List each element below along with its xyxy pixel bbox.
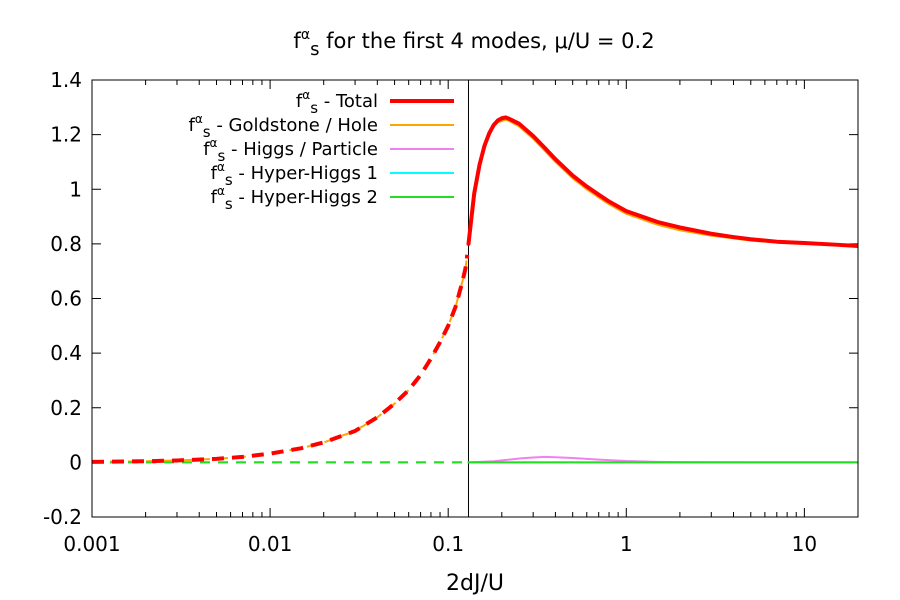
series-total-dashed (92, 254, 470, 464)
series-goldstone-hole-solid (467, 118, 858, 248)
y-tick-label: 0.6 (50, 287, 82, 311)
series-total-solid (466, 115, 858, 249)
y-tick-label: 0.2 (50, 396, 82, 420)
legend-label-hyper-higgs-1: fαs - Hyper-Higgs 1 (211, 160, 378, 189)
series-goldstone-hole-dashed (92, 254, 469, 463)
legend-label-hyper-higgs-2: fαs - Hyper-Higgs 2 (211, 184, 378, 213)
legend-label-total: fαs - Total (296, 88, 378, 117)
plot-area: -0.2 0 0.2 0.4 0.6 0.8 1 1.2 1.4 0.001 0.01 0.1 1 10 f… (43, 68, 859, 556)
x-tick-label: 10 (792, 532, 817, 556)
legend-label-goldstone-hole: fαs - Goldstone / Hole (189, 112, 378, 141)
x-axis-label: 2dJ/U (446, 571, 504, 596)
y-tick-label: 1.2 (50, 123, 82, 147)
x-tick-label: 0.001 (63, 532, 120, 556)
x-tick-label: 0.1 (432, 532, 464, 556)
y-tick-label: -0.2 (43, 505, 82, 529)
y-tick-label: 1 (69, 177, 82, 201)
y-tick-label: 0.8 (50, 232, 82, 256)
legend-label-higgs-particle: fαs - Higgs / Particle (203, 136, 378, 165)
x-tick-label: 1 (620, 532, 633, 556)
y-tick-label: 0 (69, 450, 82, 474)
x-tick-label: 0.01 (248, 532, 293, 556)
series-group (92, 115, 858, 464)
y-tick-label: 1.4 (50, 68, 82, 92)
chart-title: fαs for the first 4 modes, μ/U = 0.2 (293, 27, 654, 60)
y-tick-label: 0.4 (50, 341, 82, 365)
plot-frame (91, 79, 859, 518)
